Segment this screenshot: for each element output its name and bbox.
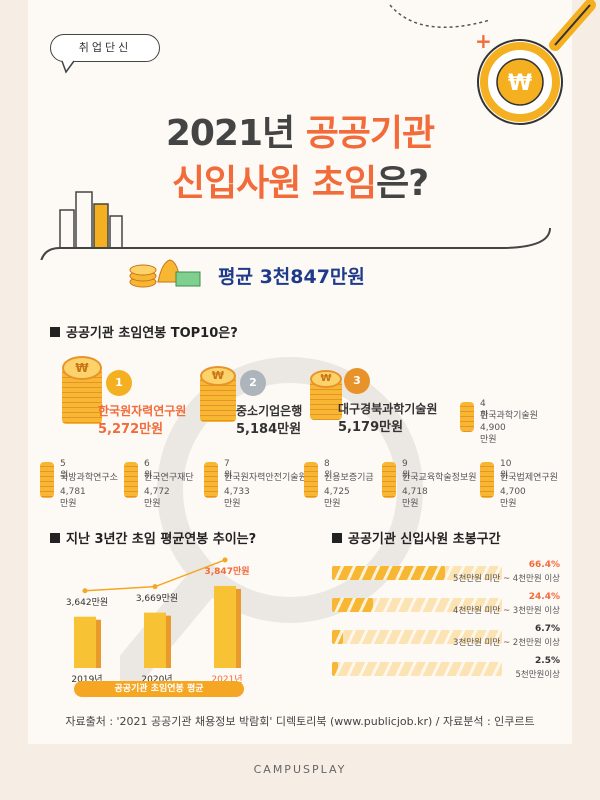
trend-point-0 xyxy=(82,588,88,594)
rank-name: 한국연구재단 xyxy=(144,473,194,483)
title-highlight: 공공기관 xyxy=(305,113,435,154)
category-tag: 취업단신 xyxy=(50,34,160,62)
trend-bar-0 xyxy=(74,616,96,668)
range-bar-track xyxy=(332,662,502,676)
bullet-square-icon xyxy=(332,533,342,543)
rank-label: 7위 xyxy=(224,459,233,481)
coin-icon: ₩ xyxy=(310,370,342,388)
coin-icon: ₩ xyxy=(62,356,102,380)
title-year: 2021년 xyxy=(165,113,306,154)
rank-name: 한국교육학술정보원 xyxy=(402,473,477,483)
range-bar-track xyxy=(332,630,502,644)
trend-heading-text: 지난 3년간 초임 평균연봉 추이는? xyxy=(66,532,257,547)
average-salary: 평균 3천847만원 xyxy=(218,266,365,288)
range-category-label: 4천만원 미만 ~ 3천만원 이상 xyxy=(453,606,560,616)
trend-point-2 xyxy=(222,557,228,563)
money-coins-icon xyxy=(129,259,201,288)
rank-value: 4,733만원 xyxy=(224,487,250,509)
rank-2-value: 5,184만원 xyxy=(236,422,302,437)
svg-text:₩: ₩ xyxy=(508,71,532,96)
range-bar-1 xyxy=(332,598,374,612)
svg-text:+: + xyxy=(475,29,492,53)
bronze-medal-icon: 3 xyxy=(344,368,370,394)
range-heading-text: 공공기관 신입사원 초봉구간 xyxy=(348,532,501,547)
rank-name: 한국원자력안전기술원 xyxy=(224,473,307,483)
rank-3-value: 5,179만원 xyxy=(338,420,404,435)
trend-category-label: 2021년 xyxy=(211,675,243,685)
rank-label: 8위 xyxy=(324,459,333,481)
coin-stack-icon xyxy=(40,462,54,498)
trend-bar-side-2 xyxy=(236,588,241,668)
coin-stack-icon xyxy=(480,462,494,498)
source-note: 자료출처 : '2021 공공기관 채용정보 박람회' 디렉토리북 (www.p… xyxy=(65,715,535,728)
range-bar-2 xyxy=(332,630,344,644)
rank-label: 9위 xyxy=(402,459,411,481)
rank-value: 4,700만원 xyxy=(500,487,526,509)
trend-point-1 xyxy=(152,584,158,590)
rank-2-name: 중소기업은행 xyxy=(236,404,303,418)
range-pct-label: 6.7% xyxy=(535,624,560,634)
rank-value: 4,781만원 xyxy=(60,487,86,509)
gold-medal-icon: 1 xyxy=(106,370,132,396)
rank-value: 4,772만원 xyxy=(144,487,170,509)
trend-bar-2 xyxy=(214,585,236,668)
rank-value: 4,725만원 xyxy=(324,487,350,509)
rank-name: 신용보증기금 xyxy=(324,473,374,483)
top10-heading: 공공기관 초임연봉 TOP10은? xyxy=(50,322,238,341)
title-highlight-2: 신입사원 초임 xyxy=(171,163,377,204)
rank-name: 한국과학기술원 xyxy=(480,411,538,421)
rank-3-name: 대구경북과학기술원 xyxy=(338,402,438,416)
range-pct-label: 2.5% xyxy=(535,656,560,666)
coin-stack-icon xyxy=(304,462,318,498)
page-title-line2: 신입사원 초임은? xyxy=(0,154,600,206)
range-category-label: 5천만원 미만 ~ 4천만원 이상 xyxy=(453,574,560,584)
range-category-label: 3천만원 미만 ~ 2천만원 이상 xyxy=(453,638,560,648)
bullet-square-icon xyxy=(50,533,60,543)
range-chart: 66.4% 5천만원 미만 ~ 4천만원 이상 24.4% 4천만원 미만 ~ 3천만… xyxy=(332,558,560,688)
top10-heading-text: 공공기관 초임연봉 TOP10은? xyxy=(66,326,238,341)
rank-name: 국방과학연구소 xyxy=(60,473,118,483)
range-bar-3 xyxy=(332,662,338,676)
rank-label: 4위 xyxy=(480,399,489,421)
trend-value-label: 3,642만원 xyxy=(65,597,109,608)
range-pct-label: 24.4% xyxy=(528,592,560,602)
trend-value-label: 3,669만원 xyxy=(135,593,179,604)
trend-chart xyxy=(74,557,241,668)
coin-stack-icon xyxy=(124,462,138,498)
coin-icon: ₩ xyxy=(200,366,236,386)
page-title-line1: 2021년 공공기관 xyxy=(0,104,600,156)
coin-stack-icon xyxy=(382,462,396,498)
trend-chart-labels: 3,642만원 2019년 3,669만원 2020년 3,847만원 2021년 xyxy=(60,556,260,696)
city-skyline-icon xyxy=(40,191,551,260)
rank-value: 4,718만원 xyxy=(402,487,428,509)
trend-bar-side-1 xyxy=(166,615,171,668)
trend-xlabel: 공공기관 초임연봉 평균 xyxy=(74,681,244,697)
trend-bar-side-0 xyxy=(96,619,101,668)
magnifier-icon: ₩ + xyxy=(389,0,596,125)
range-pct-label: 66.4% xyxy=(528,560,560,570)
rank-1-name: 한국원자력연구원 xyxy=(98,404,187,418)
rank-label: 10위 xyxy=(500,459,512,481)
bullet-square-icon xyxy=(50,327,60,337)
trend-category-label: 2019년 xyxy=(71,675,103,685)
rank-label: 6위 xyxy=(144,459,153,481)
silver-medal-icon: 2 xyxy=(240,370,266,396)
footer-brand: CAMPUSPLAY xyxy=(253,763,347,776)
title-suffix: 은? xyxy=(376,163,429,204)
range-heading: 공공기관 신입사원 초봉구간 xyxy=(332,528,501,547)
rank-label: 5위 xyxy=(60,459,69,481)
trend-value-label: 3,847만원 xyxy=(204,566,250,577)
range-category-label: 5천만원이상 xyxy=(515,670,560,680)
range-bar-track xyxy=(332,598,502,612)
coin-stack-icon xyxy=(460,402,474,432)
rank-name: 한국법제연구원 xyxy=(500,473,558,483)
trend-bar-1 xyxy=(144,612,166,668)
speech-tail-icon xyxy=(61,60,75,74)
coin-stack-icon xyxy=(204,462,218,498)
rank-value: 4,900만원 xyxy=(480,423,506,445)
rank-1-value: 5,272만원 xyxy=(98,422,164,437)
range-bar-0 xyxy=(332,566,445,580)
trend-category-label: 2020년 xyxy=(141,675,173,685)
trend-heading: 지난 3년간 초임 평균연봉 추이는? xyxy=(50,528,256,547)
